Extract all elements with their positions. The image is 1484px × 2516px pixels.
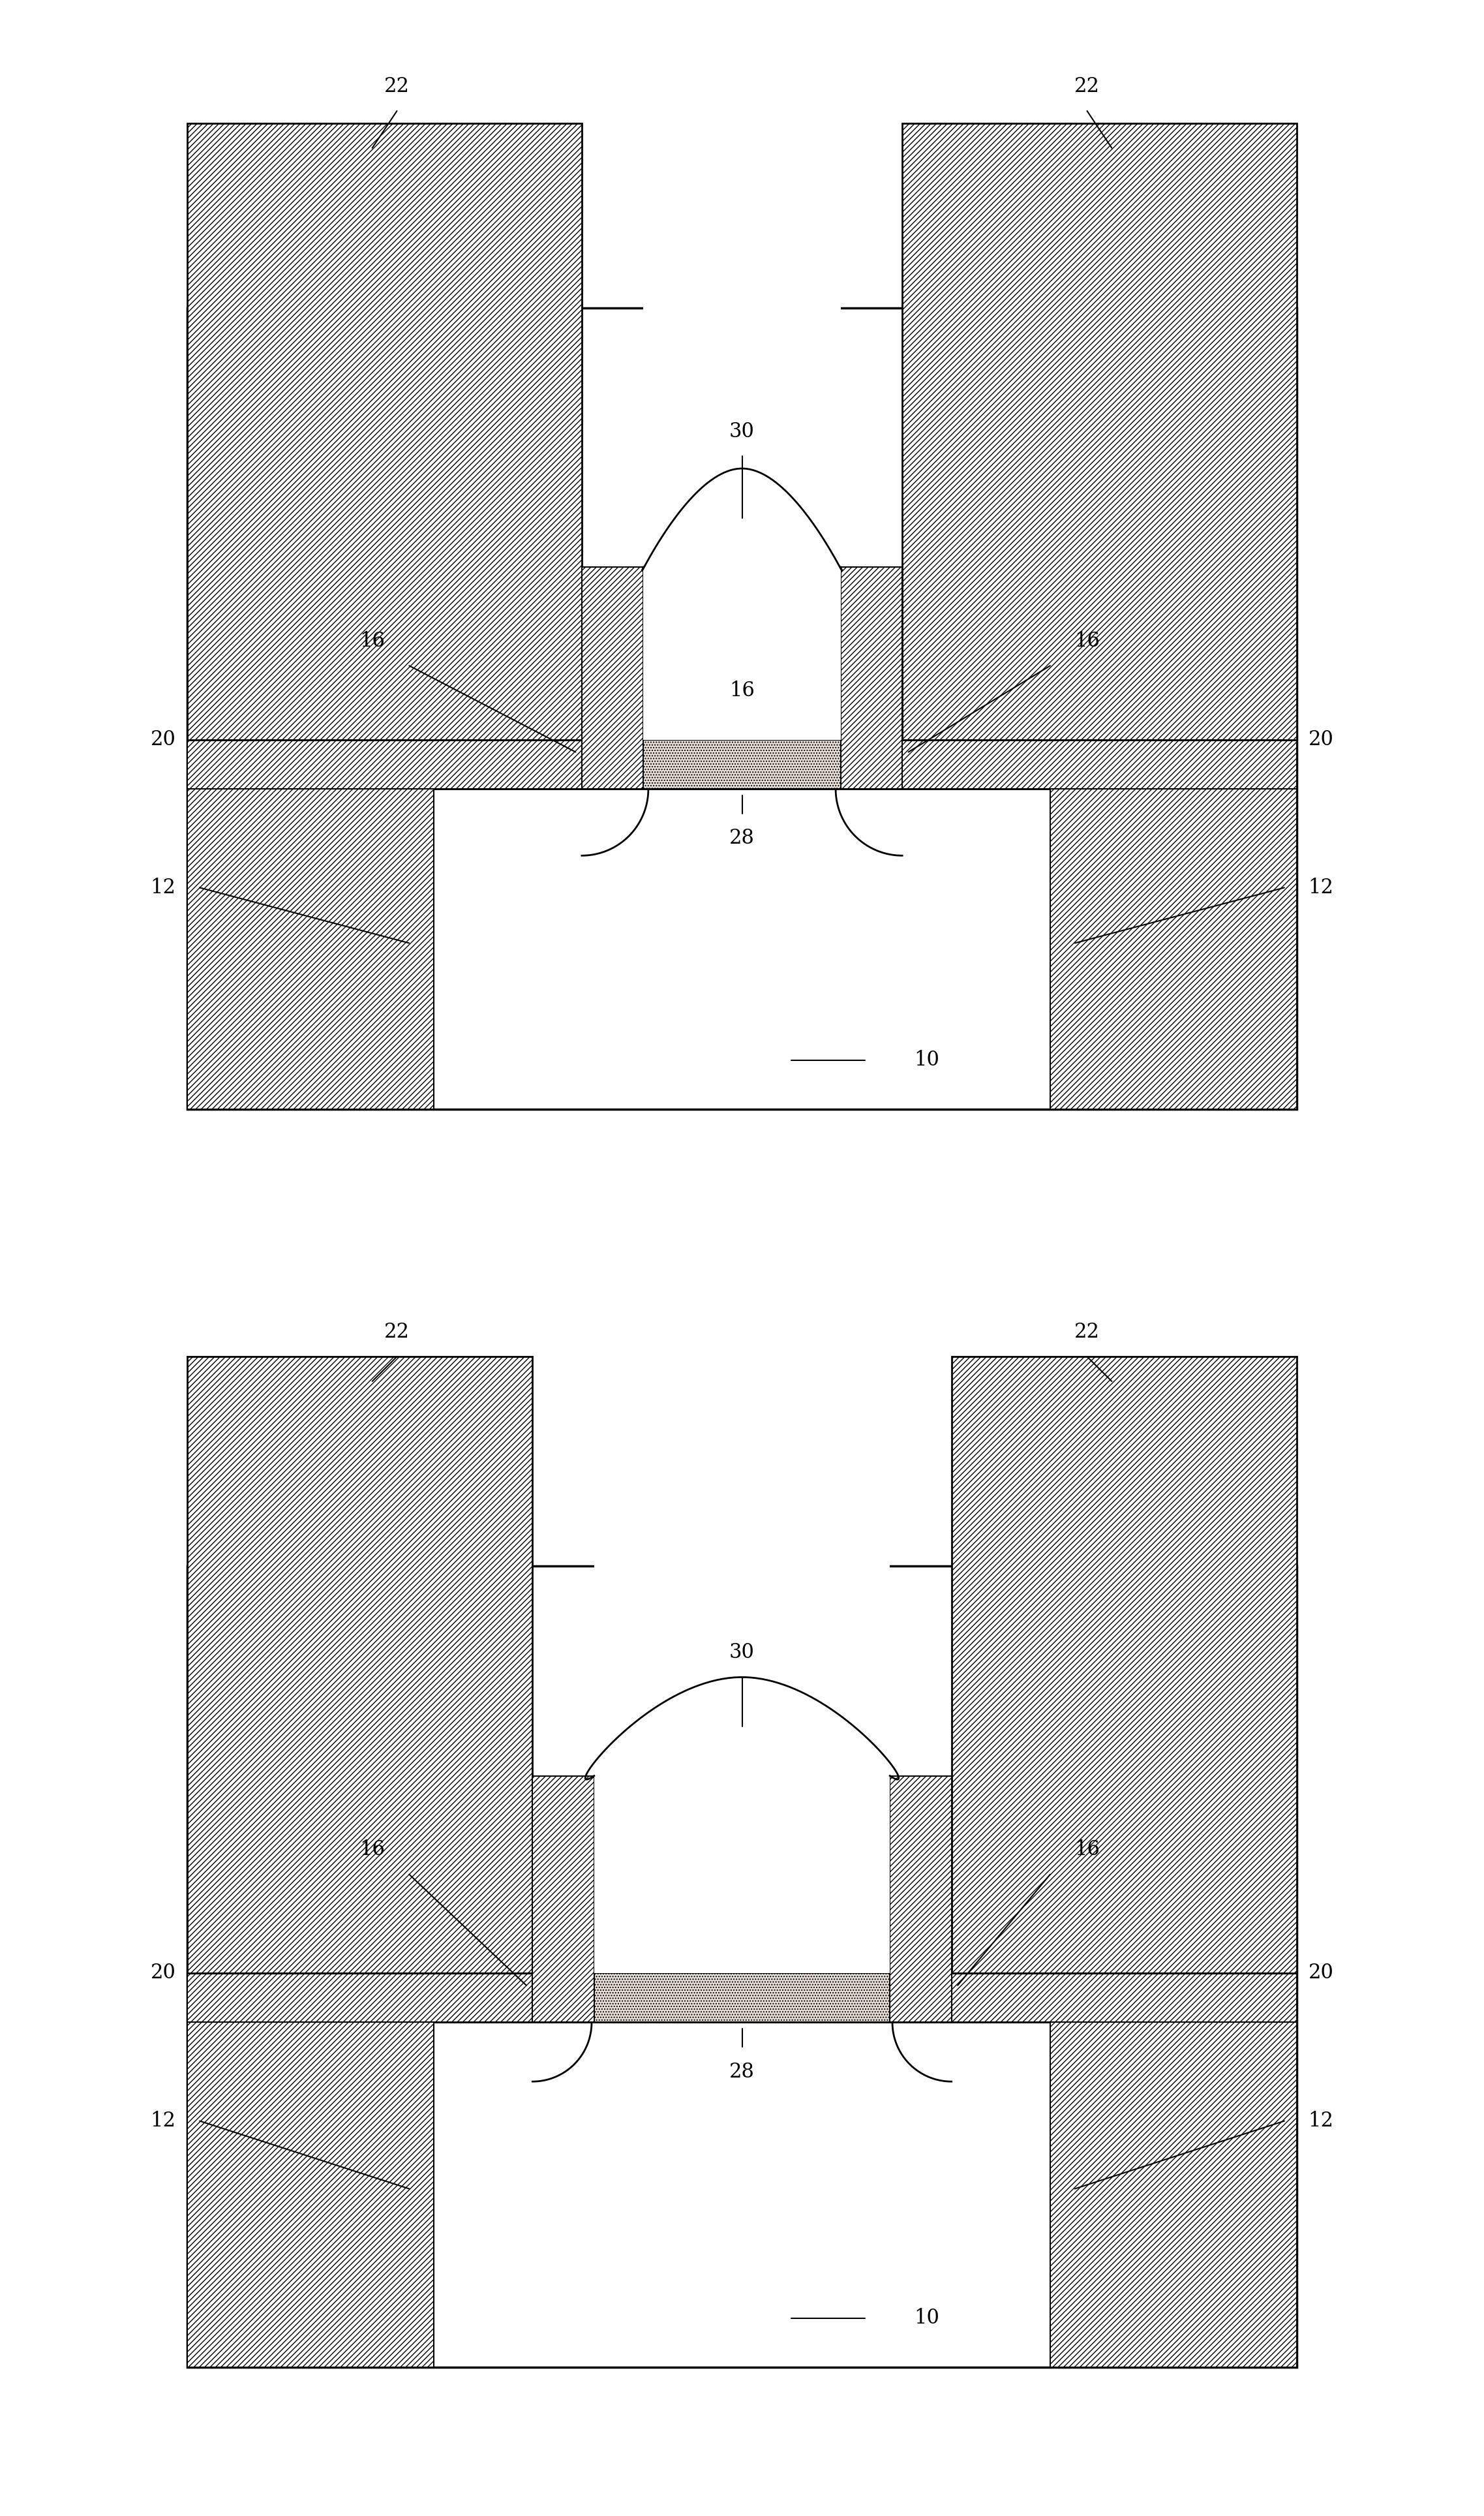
Text: 16: 16 — [1074, 632, 1100, 652]
Text: 12: 12 — [150, 878, 175, 898]
Bar — [533, 1776, 594, 2023]
Bar — [890, 1776, 951, 2023]
Bar — [951, 1973, 1297, 2023]
Text: 20: 20 — [150, 1962, 175, 1983]
Text: 22: 22 — [1074, 1321, 1100, 1341]
Text: 22: 22 — [1074, 75, 1100, 96]
Bar — [951, 1356, 1297, 1973]
Bar — [1051, 2010, 1297, 2368]
Bar — [644, 123, 840, 740]
Text: 22: 22 — [384, 75, 410, 96]
Text: 30: 30 — [729, 420, 755, 443]
Bar — [902, 123, 1297, 740]
Bar — [187, 309, 1297, 1110]
Text: 28: 28 — [729, 2061, 755, 2081]
Bar — [187, 740, 582, 790]
Text: 22: 22 — [384, 1321, 410, 1341]
Text: 16: 16 — [1074, 1839, 1100, 1859]
Bar — [840, 566, 902, 790]
Bar — [582, 566, 644, 790]
Text: 12: 12 — [1309, 2111, 1334, 2131]
Bar — [1051, 777, 1297, 1110]
Bar — [582, 740, 902, 790]
Bar — [902, 740, 1297, 790]
Text: 10: 10 — [914, 1049, 939, 1069]
Text: 20: 20 — [1309, 1962, 1334, 1983]
Bar — [187, 1356, 533, 1973]
Text: 12: 12 — [1309, 878, 1334, 898]
Bar — [533, 1973, 951, 2023]
Text: 16: 16 — [359, 1839, 384, 1859]
Bar — [187, 123, 582, 740]
Bar — [187, 1973, 1297, 2023]
Bar — [187, 2010, 433, 2368]
Bar — [187, 777, 433, 1110]
Text: 20: 20 — [150, 730, 175, 750]
Text: 28: 28 — [729, 828, 755, 848]
Text: 16: 16 — [729, 679, 755, 699]
Text: 16: 16 — [359, 632, 384, 652]
Bar — [187, 740, 1297, 790]
Bar — [187, 1565, 1297, 2368]
Bar — [594, 1356, 890, 1973]
Text: 30: 30 — [729, 1643, 755, 1663]
Text: 20: 20 — [1309, 730, 1334, 750]
Text: 12: 12 — [150, 2111, 175, 2131]
Text: 10: 10 — [914, 2307, 939, 2327]
Bar — [187, 1973, 533, 2023]
